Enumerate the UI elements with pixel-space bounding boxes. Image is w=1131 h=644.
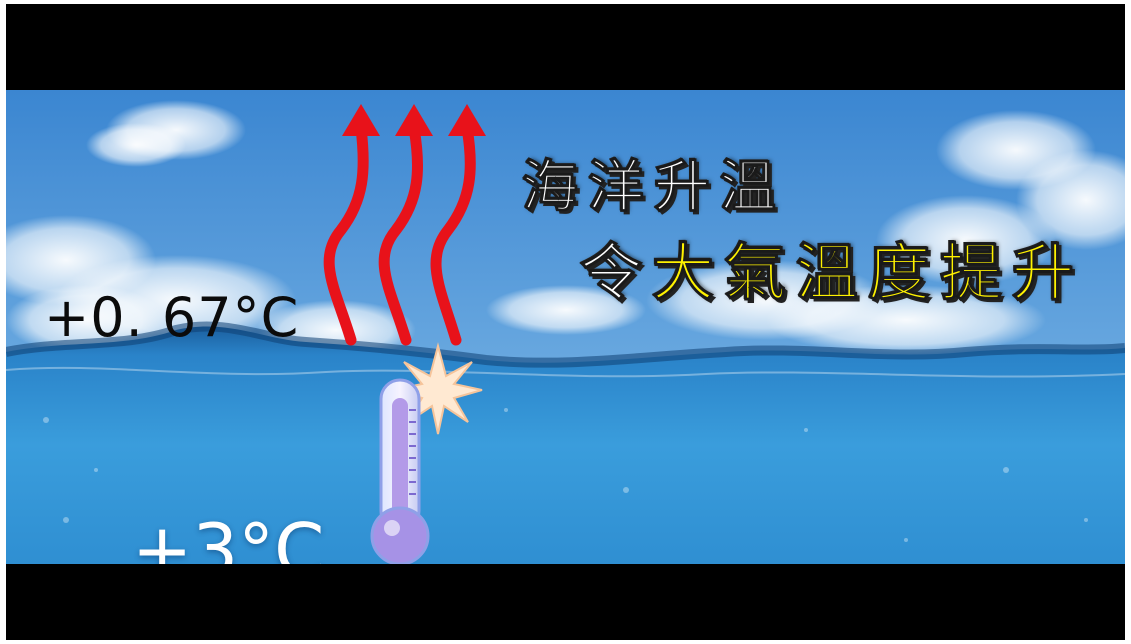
arrow-heads (342, 104, 486, 136)
bubbles (43, 408, 1088, 542)
video-frame: +0. 67°C +3°C 海洋升溫 令大氣溫度提升 (6, 4, 1125, 640)
air-temperature-label: +0. 67°C (44, 286, 300, 349)
ocean-scene: +0. 67°C +3°C (6, 90, 1125, 564)
scene-illustration (6, 90, 1125, 564)
caption-line-1: 海洋升溫 (522, 155, 786, 221)
caption-line-2-white: 令 (579, 236, 653, 310)
caption-line-2-yellow: 大氣溫度提升 (652, 236, 1085, 310)
thermometer-icon (370, 378, 430, 564)
heat-rising-arrow-icon (323, 122, 476, 346)
water-temperature-label: +3°C (132, 508, 325, 564)
caption-line-2: 令大氣溫度提升 (579, 222, 1085, 312)
